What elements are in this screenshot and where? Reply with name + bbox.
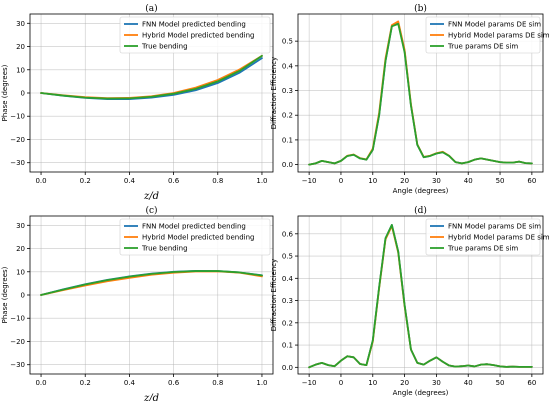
y-tick-label: 0.4 <box>282 62 294 70</box>
legend-entry: FNN Model predicted bending <box>142 223 246 231</box>
y-tick-label: 10 <box>16 66 25 74</box>
y-tick-label: 20 <box>16 43 25 51</box>
y-tick-label: 0.6 <box>282 230 294 238</box>
y-tick-label: 0 <box>21 90 25 98</box>
legend-entry: True params DE sim <box>447 245 518 253</box>
panel-label: (c) <box>145 205 157 216</box>
x-axis-label: z/d <box>143 393 159 401</box>
y-tick-label: 0.2 <box>282 112 293 120</box>
series-line-d-2 <box>308 223 533 369</box>
y-tick-label: 20 <box>16 245 25 253</box>
panel-label: (a) <box>145 3 157 14</box>
legend-entry: Hybrid Model predicted bending <box>142 234 254 242</box>
x-tick-label: 50 <box>496 379 505 387</box>
legend-entry: Hybrid Model predicted bending <box>142 32 254 40</box>
legend-box <box>119 16 271 54</box>
y-tick-label: 30 <box>16 20 25 28</box>
y-tick-label: 0.3 <box>282 297 293 305</box>
y-tick-label: 0 <box>21 292 25 300</box>
x-tick-label: 0.6 <box>168 379 180 387</box>
series-line-b-2 <box>308 22 533 166</box>
legend: FNN Model predicted bending Hybrid Model … <box>119 16 271 54</box>
y-tick-label: 0.3 <box>282 87 293 95</box>
y-tick-label: 0.0 <box>282 364 293 372</box>
x-tick-label: 10 <box>368 177 377 185</box>
legend: FNN Model predicted bending Hybrid Model … <box>119 218 271 256</box>
y-tick-label: −30 <box>10 159 25 167</box>
legend-entry: True bending <box>141 43 188 51</box>
x-axis-label: z/d <box>143 191 159 202</box>
y-tick-label: 0.2 <box>282 319 293 327</box>
chart-panel-d: −10 0 10 20 30 40 50 60 0.0 0.1 0.2 0.3 0.4 0.5 0.6 (d)… <box>270 205 550 397</box>
series-line-a-2 <box>40 54 263 100</box>
x-tick-label: 60 <box>527 177 536 185</box>
x-tick-label: 50 <box>496 177 505 185</box>
y-tick-label: −20 <box>10 136 25 144</box>
y-tick-label: 0.5 <box>282 253 293 261</box>
chart-panel-c: 0.0 0.2 0.4 0.6 0.8 1.0 −30 −20 −10 0 10 20 30 (c) z/d… <box>1 205 274 401</box>
legend-entry: True params DE sim <box>447 43 518 51</box>
x-axis-label: Angle (degrees) <box>393 389 449 397</box>
chart-panel-a: 0.0 0.2 0.4 0.6 0.8 1.0 −30 −20 −10 0 10 20 30 (a) z/d… <box>1 3 274 202</box>
y-tick-label: 30 <box>16 222 25 230</box>
legend-box <box>425 218 541 256</box>
y-tick-label: −30 <box>10 361 25 369</box>
legend-entry: FNN Model params DE sim <box>448 21 541 29</box>
x-tick-label: 20 <box>400 379 409 387</box>
y-tick-label: 0.4 <box>282 275 294 283</box>
panel-label: (d) <box>414 205 427 216</box>
legend-box <box>119 218 271 256</box>
axes-frame <box>297 215 544 375</box>
x-tick-label: 0 <box>339 177 343 185</box>
x-tick-label: 0.4 <box>124 379 136 387</box>
x-tick-label: −10 <box>302 177 317 185</box>
y-tick-label: −10 <box>10 315 25 323</box>
series-line-c-2 <box>40 270 263 296</box>
legend: FNN Model params DE sim Hybrid Model para… <box>425 218 550 256</box>
legend-entry: Hybrid Model params DE sim <box>448 32 550 40</box>
y-axis-label: Phase (degrees) <box>1 266 9 323</box>
y-axis-label: Diffraction Efficiency <box>270 259 278 332</box>
x-tick-label: 30 <box>432 177 441 185</box>
y-tick-label: −20 <box>10 338 25 346</box>
panel-label: (b) <box>414 3 427 14</box>
x-tick-label: 0.2 <box>80 177 91 185</box>
y-axis-label: Diffraction Efficiency <box>270 57 278 130</box>
x-tick-label: 40 <box>464 177 473 185</box>
x-tick-label: 0.8 <box>212 177 223 185</box>
x-tick-label: 0.6 <box>168 177 180 185</box>
legend-box <box>425 16 541 54</box>
legend-entry: Hybrid Model params DE sim <box>448 234 550 242</box>
y-tick-label: 0.5 <box>282 38 293 46</box>
x-axis-label: Angle (degrees) <box>393 187 449 195</box>
legend-entry: FNN Model params DE sim <box>448 223 541 231</box>
x-tick-label: 0.0 <box>35 177 46 185</box>
x-tick-label: 1.0 <box>256 379 267 387</box>
x-tick-label: −10 <box>302 379 317 387</box>
x-tick-label: 60 <box>527 379 536 387</box>
axes-frame <box>297 13 544 173</box>
x-tick-label: 1.0 <box>256 177 267 185</box>
x-tick-label: 0.8 <box>212 379 223 387</box>
y-tick-label: 10 <box>16 268 25 276</box>
y-tick-label: 0.1 <box>282 136 293 144</box>
legend-entry: True bending <box>141 245 188 253</box>
y-tick-label: 0.1 <box>282 342 293 350</box>
x-tick-label: 40 <box>464 379 473 387</box>
x-tick-label: 30 <box>432 379 441 387</box>
y-tick-label: −10 <box>10 113 25 121</box>
y-tick-label: 0.0 <box>282 161 293 169</box>
chart-panel-b: −10 0 10 20 30 40 50 60 0.0 0.1 0.2 0.3 0.4 0.5 (b) Ang… <box>270 3 550 195</box>
legend-entry: FNN Model predicted bending <box>142 21 246 29</box>
x-tick-label: 0.4 <box>124 177 136 185</box>
x-tick-label: 10 <box>368 379 377 387</box>
legend: FNN Model params DE sim Hybrid Model para… <box>425 16 550 54</box>
x-tick-label: 0 <box>339 379 343 387</box>
x-tick-label: 20 <box>400 177 409 185</box>
y-axis-label: Phase (degrees) <box>1 64 9 121</box>
x-tick-label: 0.0 <box>35 379 46 387</box>
x-tick-label: 0.2 <box>80 379 91 387</box>
